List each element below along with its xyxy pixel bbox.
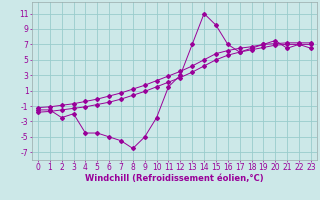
X-axis label: Windchill (Refroidissement éolien,°C): Windchill (Refroidissement éolien,°C) [85, 174, 264, 183]
